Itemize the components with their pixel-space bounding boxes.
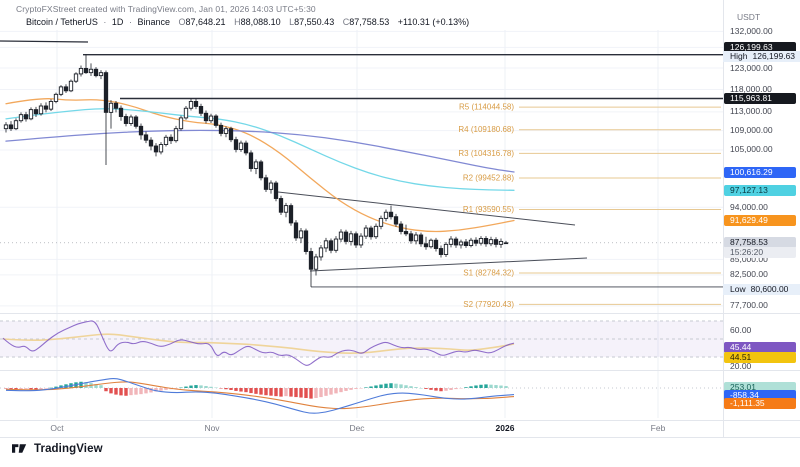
interval-label: 1D bbox=[111, 17, 124, 27]
macd-line-badge: -858.34 bbox=[724, 390, 796, 401]
price-tick: 94,000.00 bbox=[730, 201, 768, 212]
wedge-upper[interactable] bbox=[277, 191, 576, 226]
pivot-label: R4 (109180.68) bbox=[458, 125, 514, 134]
high-value: 88,088.10 bbox=[240, 17, 281, 27]
time-axis[interactable]: Oct Nov Dec 2026 Feb bbox=[0, 421, 723, 436]
ma-slow-badge: 100,616.29 bbox=[724, 166, 796, 178]
low-label: Low 80,600.00 bbox=[723, 284, 800, 295]
attribution-text: CryptoFXStreet created with TradingView.… bbox=[16, 4, 316, 14]
macd-signal-line bbox=[5, 381, 515, 410]
tradingview-logo-icon bbox=[12, 444, 27, 453]
x-axis-label: 2026 bbox=[495, 423, 515, 433]
legend-separator: · bbox=[128, 17, 132, 27]
pivot-label: S1 (82784.32) bbox=[463, 269, 514, 278]
change-value: +110.31 (+0.13%) bbox=[397, 17, 470, 27]
price-axis[interactable]: USDT 132,000.00 123,000.00 118,000.00 113,0… bbox=[723, 0, 800, 437]
panel-separators bbox=[0, 0, 800, 438]
rsi-badge: 45.44 bbox=[724, 341, 796, 353]
price-tick: 77,700.00 bbox=[730, 300, 768, 311]
x-axis-label: Oct bbox=[50, 423, 64, 433]
open-value: 87,648.21 bbox=[185, 17, 226, 27]
rsi-ma-line bbox=[2, 333, 515, 354]
trendlines bbox=[0, 40, 588, 272]
tradingview-logo[interactable]: TradingView bbox=[12, 442, 103, 455]
rsi-line bbox=[2, 320, 515, 366]
upper-left-segment[interactable] bbox=[0, 40, 89, 43]
close-label: C bbox=[342, 17, 350, 27]
high-label: H bbox=[234, 17, 241, 27]
low-value: 87,550.43 bbox=[294, 17, 335, 27]
tradingview-logo-text: TradingView bbox=[34, 442, 103, 455]
candles-layer[interactable] bbox=[3, 54, 509, 287]
price-tick: 132,000.00 bbox=[730, 25, 773, 36]
price-tick: 123,000.00 bbox=[730, 62, 773, 73]
macd-hist-badge: 253.01 bbox=[724, 381, 796, 393]
low-label: L bbox=[289, 17, 295, 27]
ma-fast-badge: 91,629.49 bbox=[724, 215, 796, 226]
wedge-lower[interactable] bbox=[309, 257, 588, 272]
price-tick: 113,000.00 bbox=[730, 106, 772, 117]
open-label: O bbox=[178, 17, 186, 27]
level-badge-115963: 115,963.81 bbox=[724, 93, 796, 105]
axis-currency-label: USDT bbox=[737, 12, 761, 22]
pivot-label: R1 (93590.55) bbox=[463, 205, 514, 214]
pivot-label: R5 (114044.58) bbox=[459, 103, 514, 112]
macd-line bbox=[5, 377, 515, 414]
pivot-label: S2 (77920.43) bbox=[463, 300, 514, 309]
x-axis-label: Nov bbox=[204, 423, 220, 433]
rsi-tick: 20.00 bbox=[730, 360, 752, 371]
last-price-badge: 87,758.53 bbox=[724, 237, 796, 249]
high-line-badge: 126,199.63 bbox=[724, 41, 796, 53]
x-axis-label: Dec bbox=[349, 423, 365, 433]
rsi-panel bbox=[0, 320, 723, 358]
drawn-levels bbox=[83, 54, 723, 288]
macd-signal-badge: -1,111.35 bbox=[724, 398, 796, 409]
rsi-ma-badge: 44.51 bbox=[724, 352, 796, 363]
pivot-label: R2 (99452.88) bbox=[463, 174, 514, 183]
price-tick: 109,000.00 bbox=[730, 125, 773, 136]
exchange-label: Binance bbox=[137, 17, 170, 27]
symbol-name: Bitcoin / TetherUS bbox=[26, 17, 98, 27]
pivot-levels: R5 (114044.58) R4 (109180.68) R3 (104316.7… bbox=[458, 103, 721, 309]
high-label: High 126,199.63 bbox=[723, 51, 800, 62]
rsi-tick: 60.00 bbox=[730, 324, 752, 335]
close-value: 87,758.53 bbox=[349, 17, 390, 27]
macd-histogram bbox=[4, 381, 508, 399]
price-tick: 118,000.00 bbox=[730, 83, 772, 94]
ma-mid-badge: 97,127.13 bbox=[724, 185, 796, 196]
price-tick: 105,000.00 bbox=[730, 144, 773, 155]
symbol-legend[interactable]: Bitcoin / TetherUS · 1D · Binance O87,64… bbox=[26, 17, 469, 27]
legend-separator: · bbox=[103, 17, 107, 27]
pivot-label: R3 (104316.78) bbox=[458, 149, 514, 158]
grid-lines bbox=[0, 30, 723, 418]
countdown-badge: 15:26:20 bbox=[724, 247, 796, 259]
price-tick: 82,500.00 bbox=[730, 269, 768, 280]
price-tick: 85,000.00 bbox=[730, 253, 768, 264]
x-axis-label: Feb bbox=[650, 423, 666, 433]
